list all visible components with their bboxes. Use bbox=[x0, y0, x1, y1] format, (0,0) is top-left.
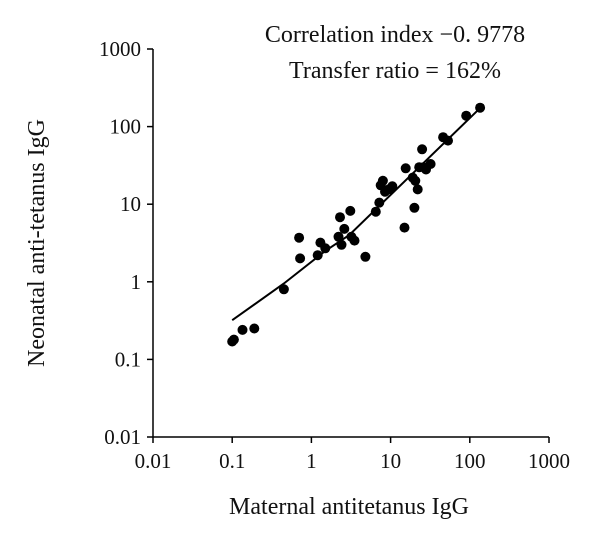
data-point bbox=[335, 212, 345, 223]
data-point bbox=[425, 159, 436, 169]
data-point bbox=[409, 202, 420, 213]
data-point bbox=[320, 243, 331, 254]
ticks bbox=[147, 48, 550, 443]
data-point bbox=[228, 334, 239, 345]
data-point bbox=[412, 184, 423, 195]
tick-labels: 0.01 0.1 1 10 100 1000 0.01 0.1 1 10 100 1000 bbox=[99, 37, 570, 473]
x-tick-label: 1000 bbox=[528, 449, 570, 473]
data-point bbox=[278, 284, 289, 295]
data-point bbox=[443, 135, 453, 146]
annotation-transfer-ratio: Transfer ratio = 162% bbox=[289, 58, 501, 84]
y-tick-label: 1 bbox=[131, 270, 142, 294]
y-axis-title: Neonatal anti-tetanus IgG bbox=[24, 119, 50, 367]
data-point bbox=[475, 102, 486, 113]
data-point bbox=[399, 222, 410, 233]
data-points bbox=[227, 102, 486, 347]
axes bbox=[152, 49, 549, 438]
data-point bbox=[294, 232, 305, 243]
data-point bbox=[333, 231, 344, 242]
y-tick-label: 10 bbox=[120, 192, 141, 216]
annotation-correlation: Correlation index −0. 9778 bbox=[265, 22, 525, 48]
data-point bbox=[461, 110, 472, 121]
y-tick-label: 100 bbox=[110, 115, 142, 139]
data-point bbox=[410, 175, 421, 186]
data-point bbox=[417, 144, 428, 155]
data-point bbox=[349, 235, 360, 246]
data-point bbox=[360, 251, 371, 262]
data-point bbox=[295, 253, 306, 264]
data-point bbox=[312, 250, 323, 261]
data-point bbox=[370, 206, 381, 217]
x-tick-label: 0.01 bbox=[135, 449, 172, 473]
data-point bbox=[345, 205, 356, 216]
data-point bbox=[237, 324, 248, 335]
data-point bbox=[339, 223, 350, 234]
y-tick-label: 0.1 bbox=[115, 347, 141, 371]
x-tick-label: 0.1 bbox=[219, 449, 245, 473]
data-point bbox=[387, 181, 398, 192]
y-tick-label: 0.01 bbox=[104, 425, 141, 449]
data-point bbox=[377, 175, 388, 186]
data-point bbox=[249, 323, 260, 334]
data-point bbox=[374, 197, 385, 208]
y-tick-label: 1000 bbox=[99, 37, 141, 61]
x-axis-title: Maternal antitetanus IgG bbox=[229, 494, 469, 520]
data-point bbox=[400, 163, 411, 174]
x-tick-label: 1 bbox=[306, 449, 317, 473]
x-tick-label: 10 bbox=[380, 449, 401, 473]
data-point bbox=[336, 239, 347, 250]
x-tick-label: 100 bbox=[454, 449, 486, 473]
